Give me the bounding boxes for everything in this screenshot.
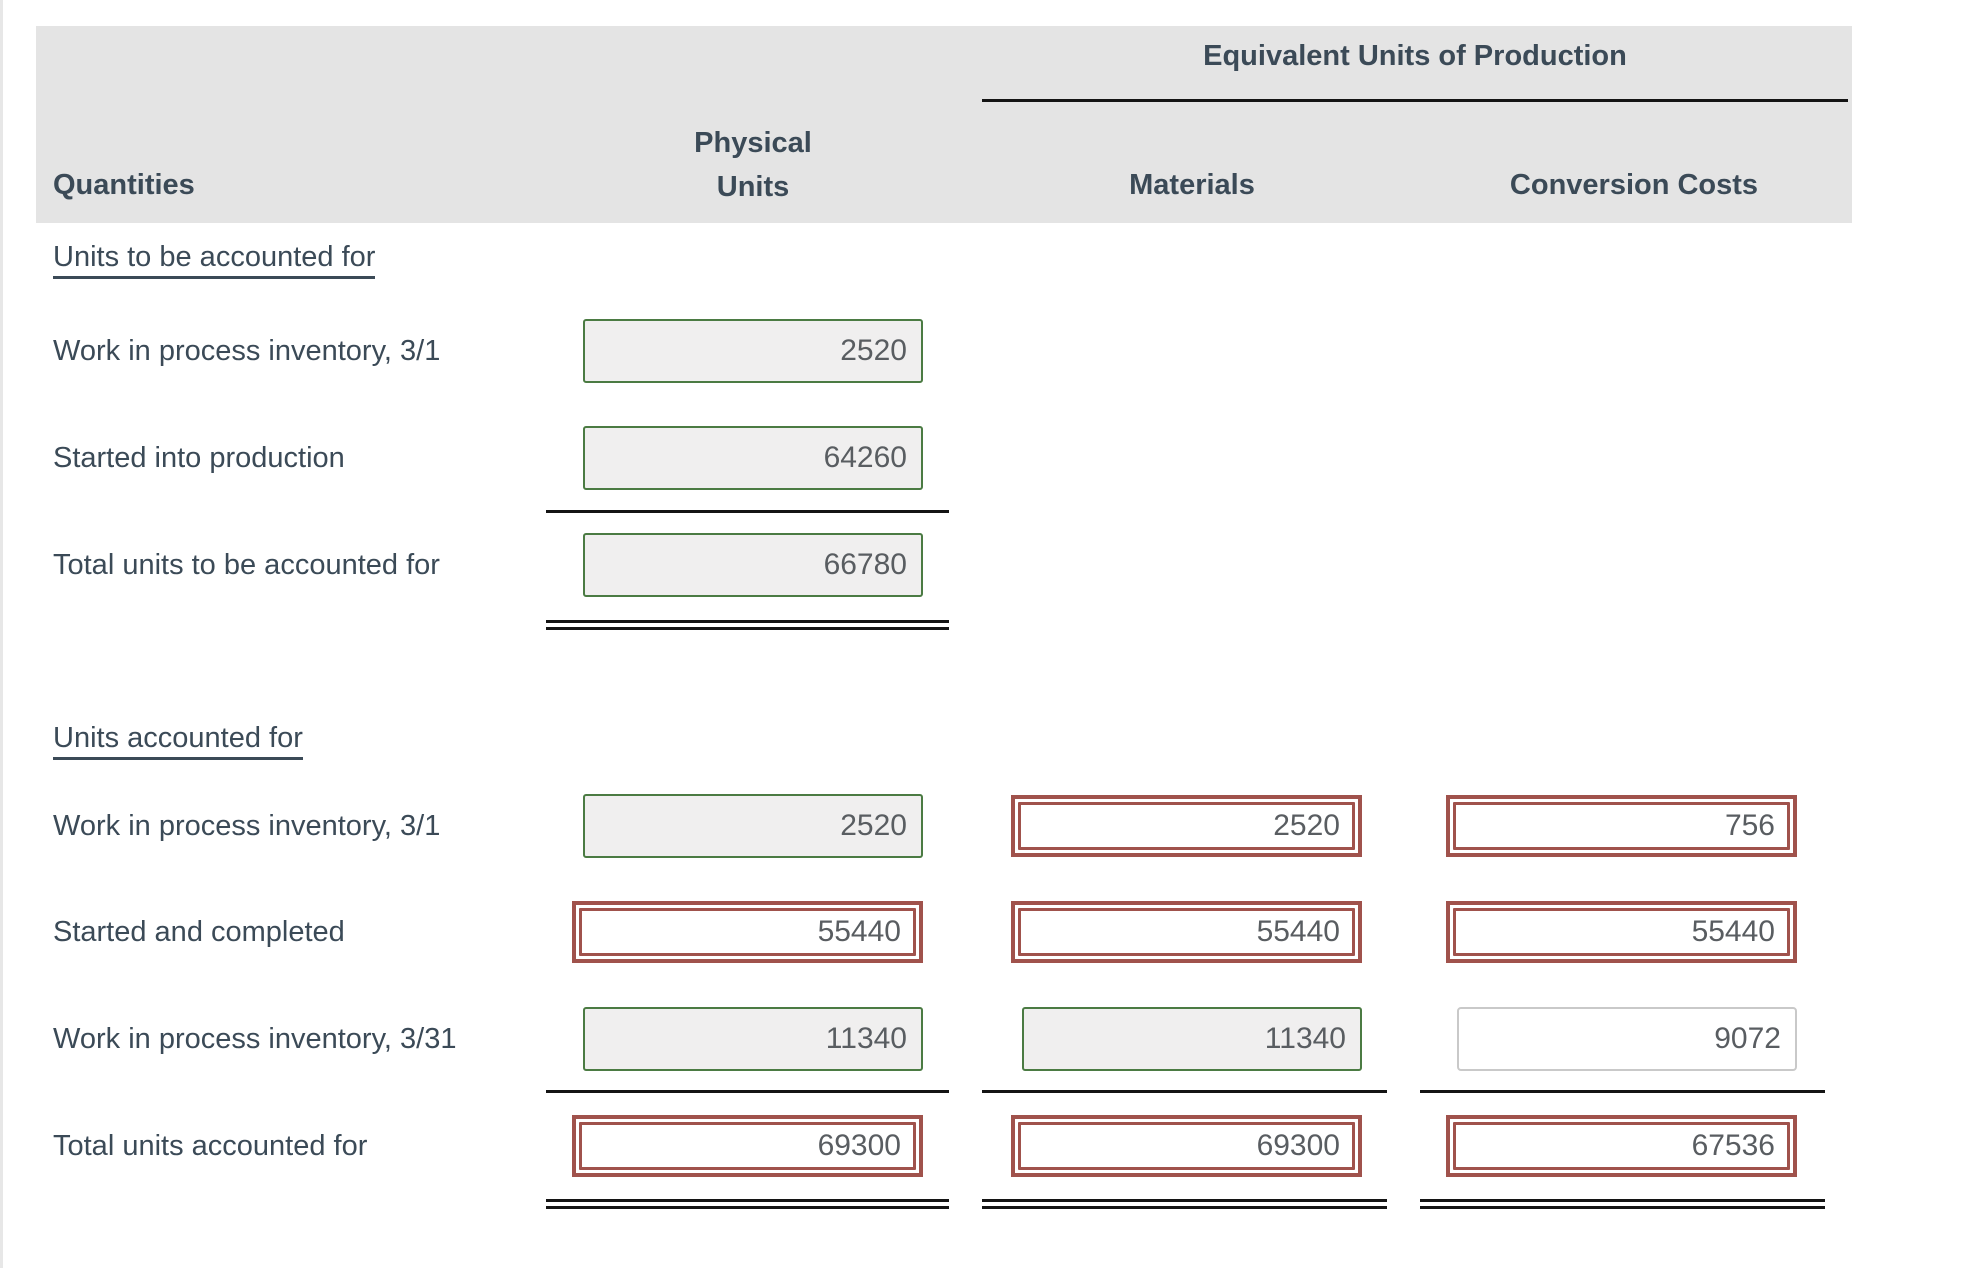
input-s2-total-physical-units[interactable] (579, 1122, 916, 1170)
input-s2-wip-3-31-materials (1022, 1007, 1362, 1071)
column-header-materials: Materials (1129, 169, 1255, 201)
physical-units-line1: Physical (694, 127, 812, 159)
column-header-physical-units: Physical Units (583, 121, 923, 209)
input-s1-total-units-physical-units (583, 533, 923, 597)
total-double-rule-physical-units (546, 620, 949, 630)
row-label-wip-3-1: Work in process inventory, 3/1 (53, 334, 441, 367)
input-s2-wip-3-1-materials[interactable] (1018, 802, 1355, 850)
incorrect-answer-frame-wip-3-1-conversion (1446, 795, 1797, 857)
subtotal-rule-accounted-materials (982, 1090, 1387, 1093)
row-label-total-units-to-be-accounted-for: Total units to be accounted for (53, 548, 440, 581)
grand-total-double-rule-materials (982, 1199, 1387, 1209)
incorrect-answer-frame-started-completed-physical (572, 901, 923, 963)
subtotal-rule-accounted-physical (546, 1090, 949, 1093)
input-s2-total-conversion[interactable] (1453, 1122, 1790, 1170)
grand-total-double-rule-physical (546, 1199, 949, 1209)
input-s2-wip-3-31-physical-units (583, 1007, 923, 1071)
subtotal-rule-physical-units (546, 510, 949, 513)
equivalent-units-group-underline (982, 99, 1848, 102)
incorrect-answer-frame-started-completed-conversion (1446, 901, 1797, 963)
page-edge-divider (0, 0, 3, 1268)
column-header-conversion-costs: Conversion Costs (1509, 169, 1759, 201)
row-label-total-units-accounted-for: Total units accounted for (53, 1129, 368, 1162)
column-group-header-equivalent-units: Equivalent Units of Production (1203, 40, 1627, 72)
input-s2-wip-3-1-conversion[interactable] (1453, 802, 1790, 850)
incorrect-answer-frame-total-materials (1011, 1115, 1362, 1177)
input-s2-total-materials[interactable] (1018, 1122, 1355, 1170)
grand-total-double-rule-conversion (1420, 1199, 1825, 1209)
row-label-started-and-completed: Started and completed (53, 915, 345, 948)
row-label-started-into-production: Started into production (53, 441, 345, 474)
input-s2-started-completed-materials[interactable] (1018, 908, 1355, 956)
incorrect-answer-frame-started-completed-materials (1011, 901, 1362, 963)
input-s1-wip-3-1-physical-units (583, 319, 923, 383)
incorrect-answer-frame-total-conversion (1446, 1115, 1797, 1177)
input-s1-started-into-production-physical-units (583, 426, 923, 490)
table-header-band (36, 26, 1852, 223)
section-heading-units-to-be-accounted-for: Units to be accounted for (53, 240, 376, 279)
subtotal-rule-accounted-conversion (1420, 1090, 1825, 1093)
section-heading-units-accounted-for: Units accounted for (53, 721, 303, 760)
physical-units-line2: Units (716, 171, 790, 203)
incorrect-answer-frame-wip-3-1-materials (1011, 795, 1362, 857)
input-s2-started-completed-physical-units[interactable] (579, 908, 916, 956)
input-s2-started-completed-conversion[interactable] (1453, 908, 1790, 956)
column-header-quantities: Quantities (53, 169, 195, 201)
input-s2-wip-3-31-conversion[interactable] (1457, 1007, 1797, 1071)
input-s2-wip-3-1-physical-units (583, 794, 923, 858)
row-label-wip-3-1-accounted: Work in process inventory, 3/1 (53, 809, 441, 842)
row-label-wip-3-31: Work in process inventory, 3/31 (53, 1022, 457, 1055)
incorrect-answer-frame-total-physical (572, 1115, 923, 1177)
